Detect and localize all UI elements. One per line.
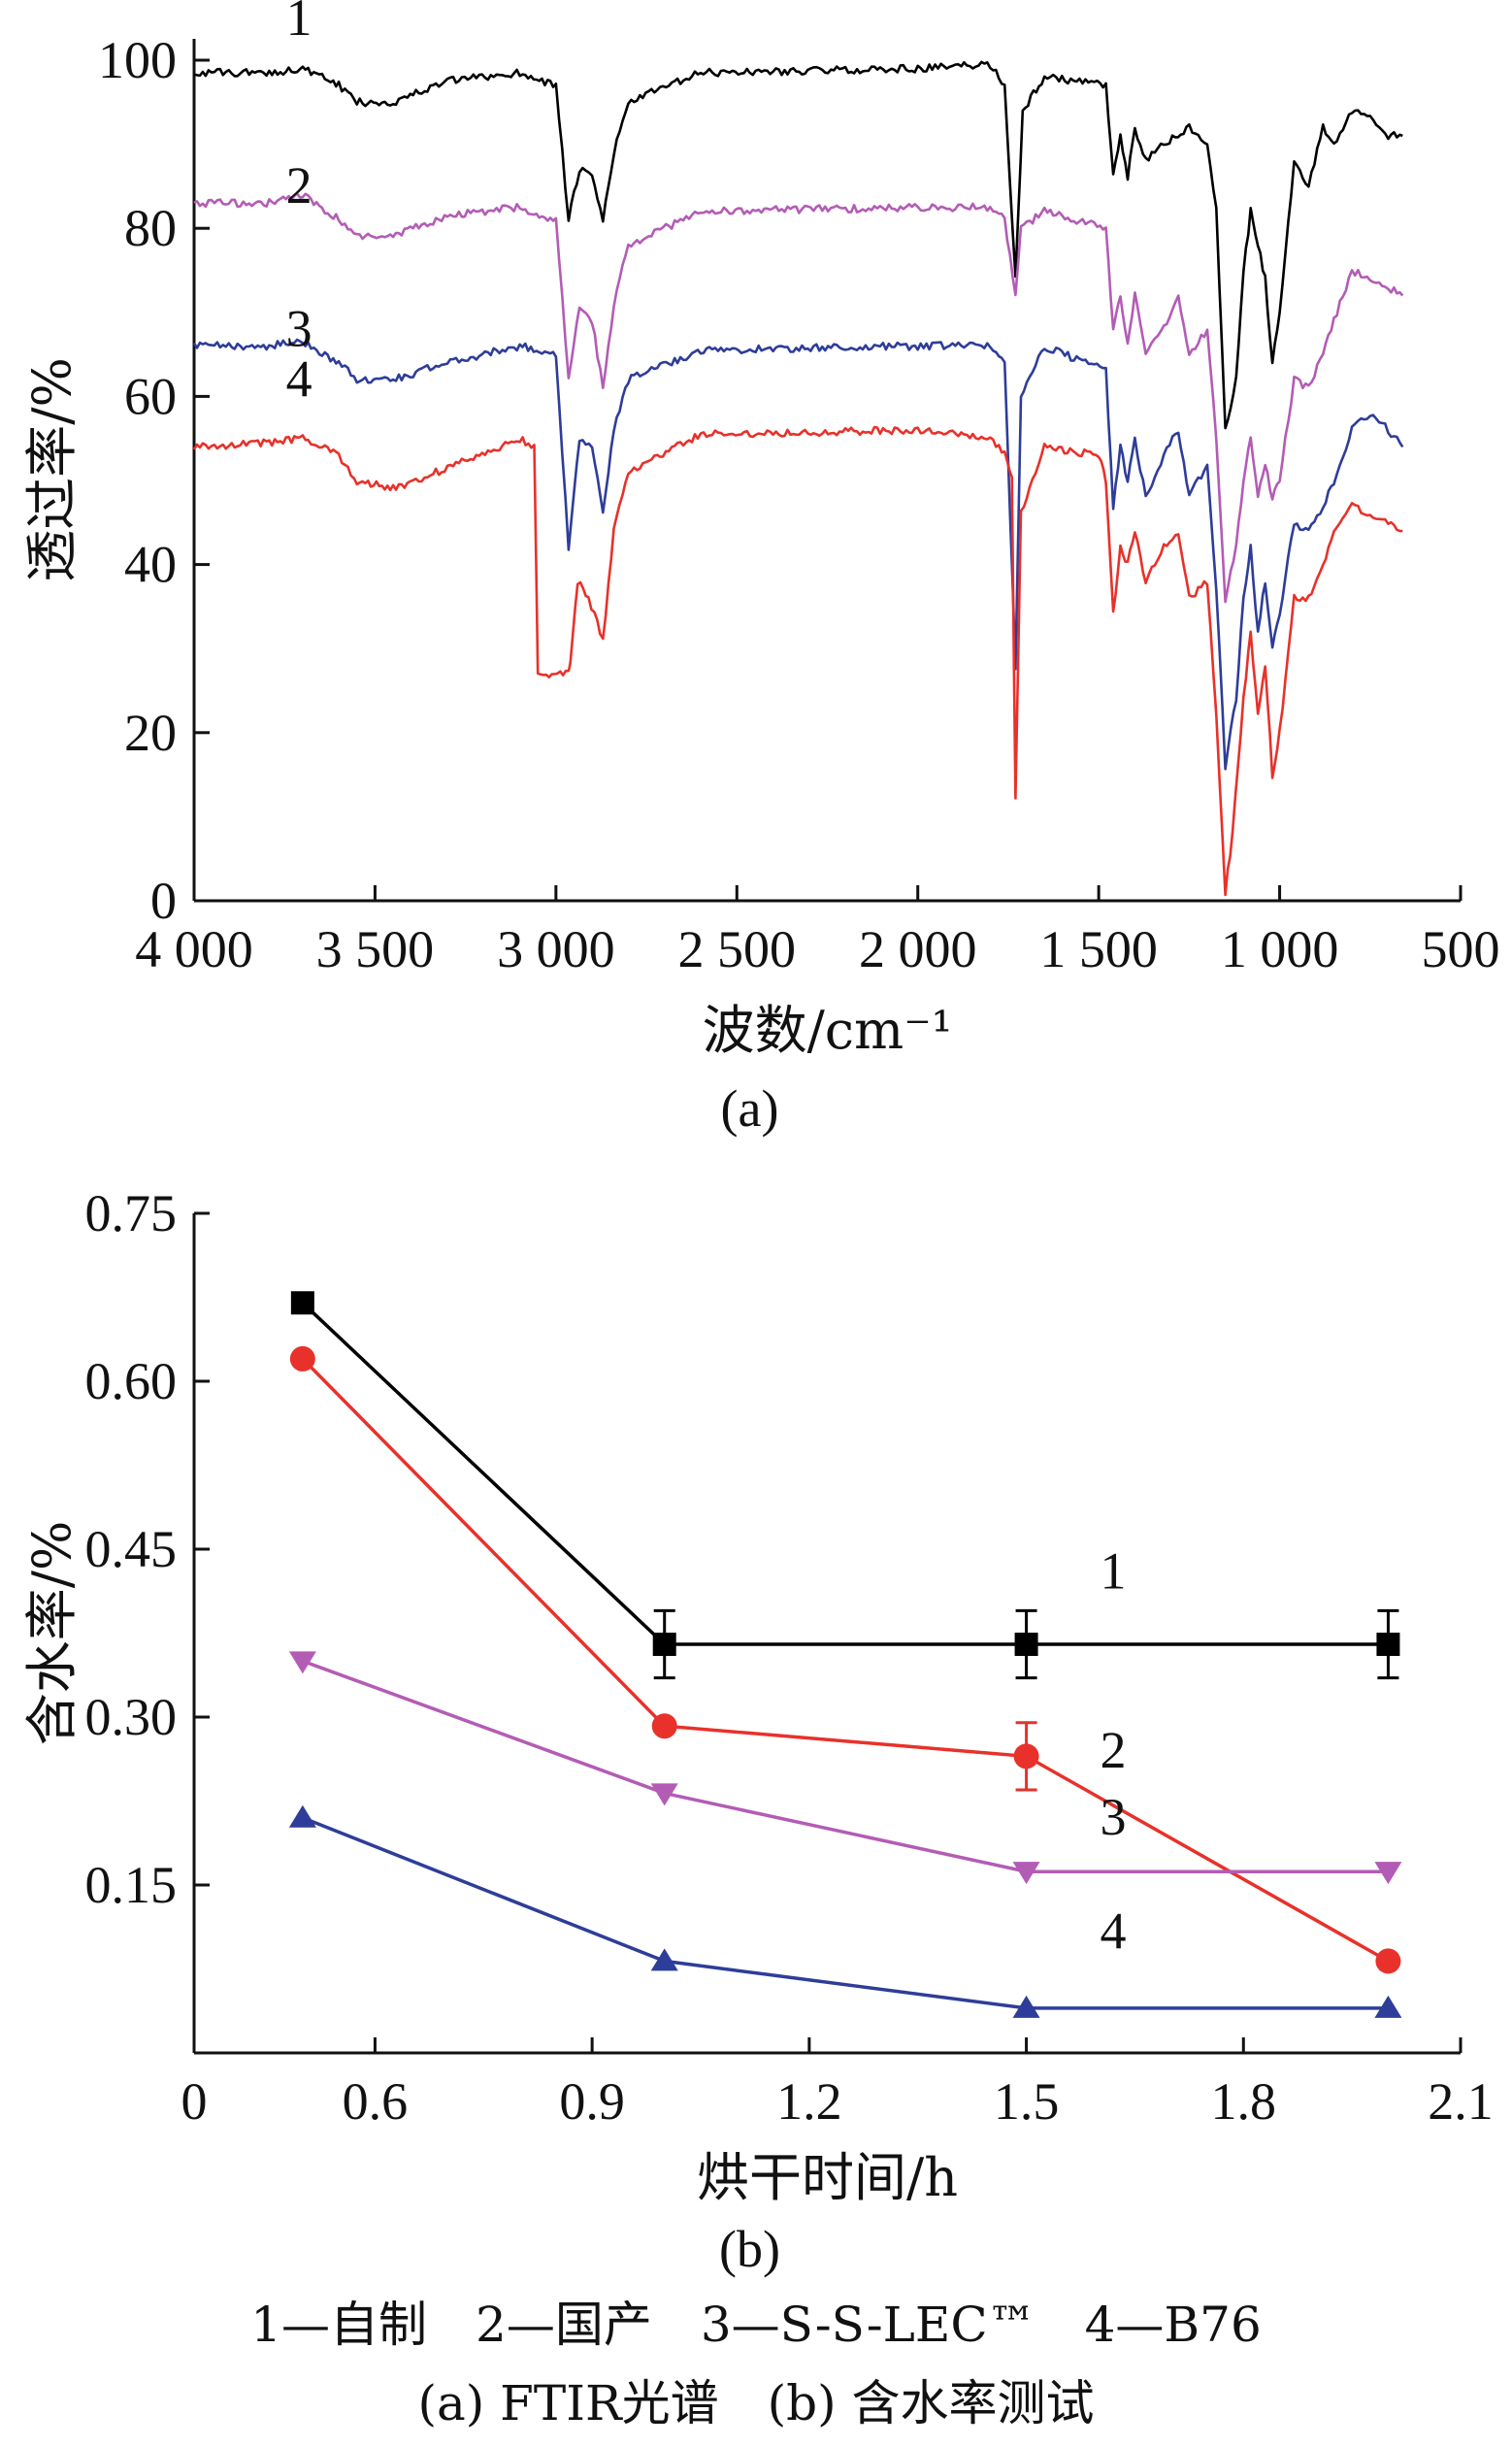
series-line-3 <box>302 1659 1389 1873</box>
series-line-4 <box>302 1816 1389 2010</box>
panel-label-a: (a) <box>721 1079 779 1138</box>
x-tick-label: 4 000 <box>135 920 253 978</box>
panels-caption: (a) FTIR光谱 (b) 含水率测试 <box>417 2375 1094 2431</box>
series-line-4 <box>192 425 1403 897</box>
water-content-chart: 0 0.6 0.9 1.2 1.5 1.8 2.1 0.15 0.30 0.45 0.60 0.75 烘… <box>21 1184 1494 2278</box>
series-label-1: 1 <box>1101 1541 1127 1600</box>
data-point-4 <box>1374 1995 1402 2018</box>
series-label-2: 2 <box>1101 1721 1127 1779</box>
x-tick-label: 0.6 <box>343 2072 409 2131</box>
x-tick-label: 3 000 <box>497 920 615 978</box>
y-tick-label: 20 <box>124 704 177 762</box>
data-point-1 <box>290 1291 314 1315</box>
x-tick-label: 0 <box>181 2072 208 2131</box>
series-label-1: 1 <box>286 0 312 47</box>
x-tick-label: 1.8 <box>1211 2072 1277 2131</box>
x-tick-label: 2 000 <box>859 920 977 978</box>
data-point-2 <box>289 1345 315 1372</box>
y-tick-label: 0.60 <box>85 1352 178 1410</box>
panel-label-b: (b) <box>719 2220 780 2278</box>
data-point-4 <box>288 1804 316 1828</box>
data-point-2 <box>651 1713 677 1739</box>
data-point-1 <box>1014 1633 1038 1657</box>
series-label-3: 3 <box>1101 1788 1127 1846</box>
y-axis-title: 透过率/% <box>21 357 82 582</box>
x-tick-label: 3 500 <box>316 920 435 978</box>
y-tick-label: 0.75 <box>85 1184 178 1242</box>
y-tick-label: 0.15 <box>85 1856 178 1914</box>
x-axis-title: 波数/cm⁻¹ <box>703 1000 953 1061</box>
x-axis-title: 烘干时间/h <box>697 2147 958 2208</box>
data-point-3 <box>1012 1862 1040 1885</box>
data-point-3 <box>650 1783 678 1806</box>
x-tick-label: 1 500 <box>1039 920 1158 978</box>
x-tick-label: 1.2 <box>776 2072 842 2131</box>
data-point-4 <box>1012 1995 1040 2018</box>
data-point-3 <box>1374 1862 1402 1885</box>
data-point-1 <box>652 1633 676 1657</box>
series-line-2 <box>301 1357 1390 1963</box>
series-line-1 <box>301 1302 1389 1646</box>
y-tick-label: 0 <box>150 872 177 930</box>
series-line-2 <box>193 191 1404 604</box>
series-label-3: 3 <box>286 299 312 357</box>
series-label-2: 2 <box>286 156 312 215</box>
x-tick-label: 1.5 <box>994 2072 1060 2131</box>
data-point-2 <box>1375 1948 1401 1974</box>
y-tick-label: 60 <box>124 367 177 425</box>
data-point-4 <box>650 1948 678 1971</box>
y-tick-label: 0.45 <box>85 1520 178 1578</box>
ftir-chart: 4 000 3 500 3 000 2 500 2 000 1 500 1 000 500 0 2… <box>21 0 1500 1138</box>
series-line-3 <box>192 338 1404 771</box>
data-point-2 <box>1013 1743 1039 1769</box>
y-axis-title: 含水率/% <box>21 1521 82 1746</box>
x-tick-label: 2 500 <box>678 920 797 978</box>
series-label-4: 4 <box>286 349 312 408</box>
x-tick-label: 0.9 <box>559 2072 625 2131</box>
x-tick-label: 2.1 <box>1428 2072 1494 2131</box>
data-point-3 <box>288 1651 316 1674</box>
x-tick-label: 1 000 <box>1221 920 1339 978</box>
series-label-4: 4 <box>1101 1902 1127 1961</box>
x-tick-label: 500 <box>1422 920 1500 978</box>
y-tick-label: 100 <box>98 31 177 89</box>
data-point-1 <box>1376 1633 1400 1657</box>
legend-caption: 1—自制 2—国产 3—S-S-LEC™ 4—B76 <box>250 2297 1262 2353</box>
series-line-1 <box>193 60 1403 430</box>
y-tick-label: 80 <box>124 199 177 257</box>
y-tick-label: 0.30 <box>85 1688 178 1746</box>
y-tick-label: 40 <box>124 536 177 594</box>
